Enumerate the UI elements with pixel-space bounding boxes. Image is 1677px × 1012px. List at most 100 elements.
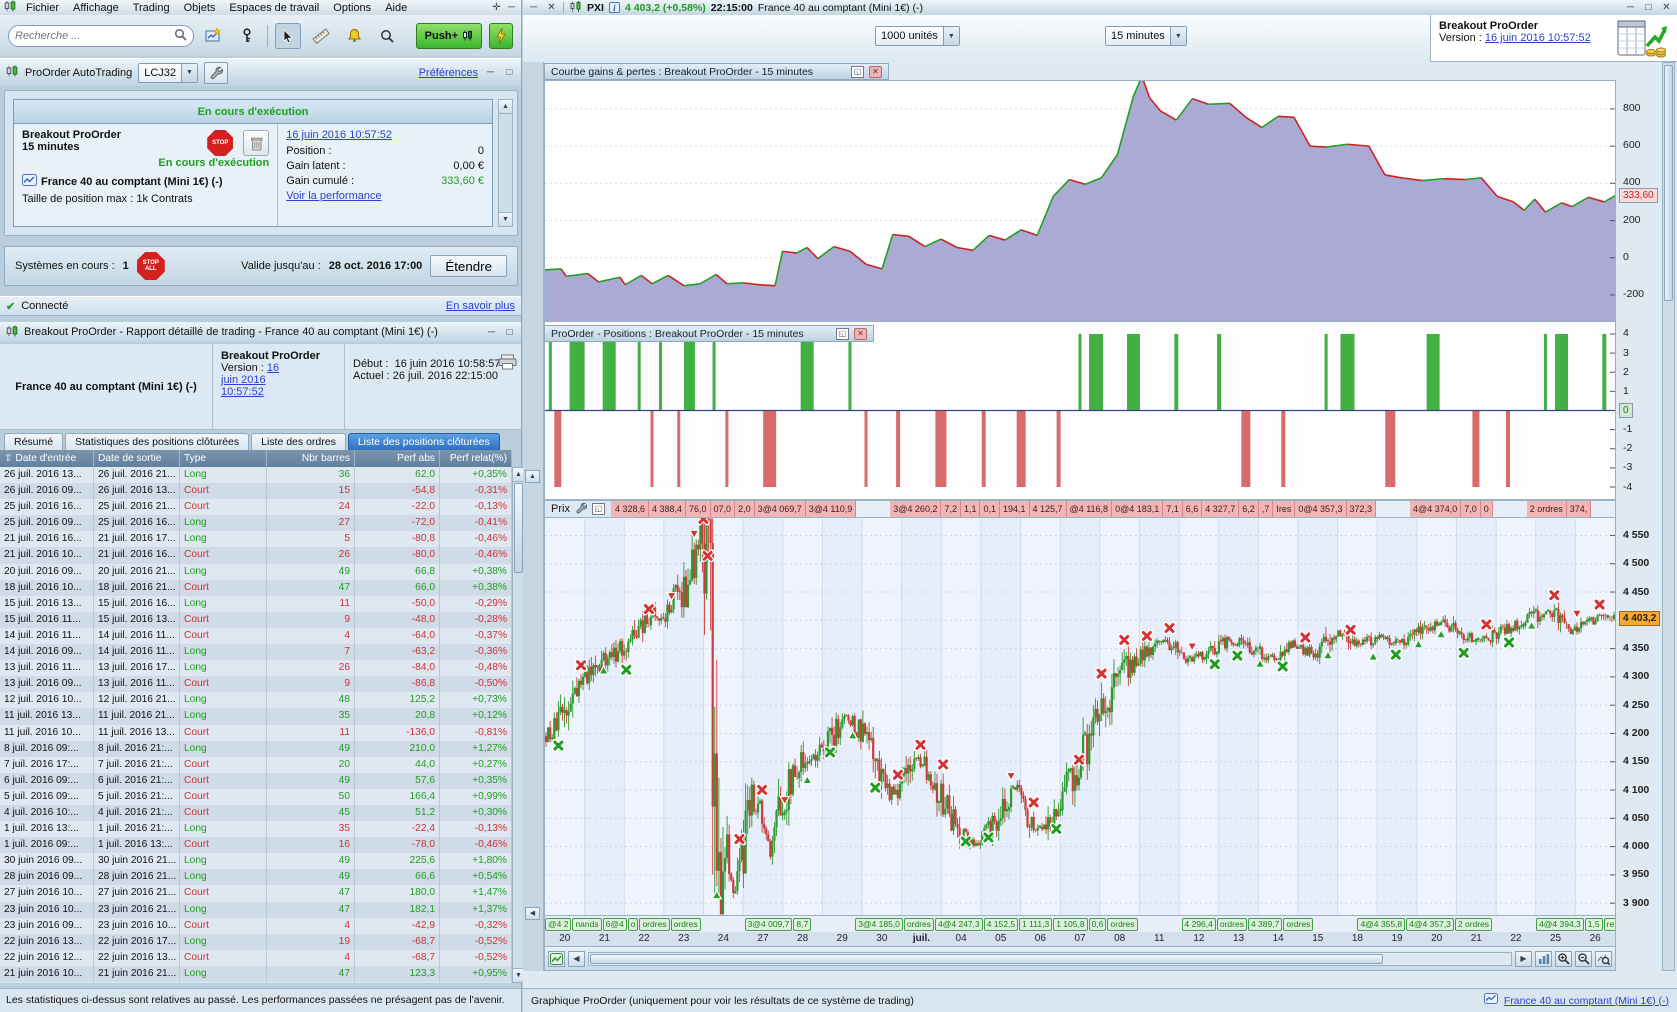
table-row[interactable]: 22 juin 2016 12... 22 juin 2016 13... Cour… [0, 949, 512, 966]
table-row[interactable]: 15 juil. 2016 11... 15 juil. 2016 13... Co… [0, 611, 512, 628]
maximize-icon[interactable]: □ [506, 326, 513, 338]
zoom-chart-icon[interactable] [1595, 950, 1612, 967]
minimize-icon[interactable]: ─ [486, 67, 495, 78]
extend-button[interactable]: Étendre [430, 255, 507, 277]
report-icon[interactable] [1617, 20, 1669, 58]
minimize-icon[interactable]: ─ [487, 326, 496, 338]
timeframe-selector[interactable]: 15 minutes ▼ [1105, 26, 1187, 46]
learn-more-link[interactable]: En savoir plus [445, 300, 515, 312]
column-header-2[interactable]: Type [180, 450, 267, 467]
instant-order-button[interactable] [489, 22, 513, 49]
maximize-icon[interactable]: □ [1645, 2, 1652, 13]
table-row[interactable]: 8 juil. 2016 09:... 8 juil. 2016 21:... Lo… [0, 740, 512, 757]
bar-chart-icon[interactable] [1535, 950, 1552, 967]
table-row[interactable]: 11 juil. 2016 13... 11 juil. 2016 21... Lo… [0, 708, 512, 725]
search-box[interactable] [8, 24, 194, 47]
table-row[interactable]: 13 juil. 2016 09... 13 juil. 2016 11... Co… [0, 676, 512, 693]
search-icon[interactable] [174, 28, 187, 44]
delete-system-button[interactable] [243, 130, 270, 156]
print-icon[interactable] [498, 354, 517, 373]
minimize-icon[interactable]: ─ [1626, 2, 1635, 13]
table-row[interactable]: 26 juil. 2016 13... 26 juil. 2016 21... Lo… [0, 467, 512, 484]
table-row[interactable]: 26 juil. 2016 09... 26 juil. 2016 13... Co… [0, 483, 512, 500]
collapse-left-icon[interactable]: ◀ [525, 907, 540, 920]
column-header-5[interactable]: Perf relat(%) [440, 450, 512, 467]
minimize-icon[interactable]: ─ [529, 2, 538, 13]
scroll-left-icon[interactable]: ◀ [568, 950, 585, 967]
cursor-tool-icon[interactable] [275, 22, 301, 49]
menu-aide[interactable]: Aide [385, 1, 408, 14]
table-row[interactable]: 22 juin 2016 13... 22 juin 2016 17... Long… [0, 933, 512, 950]
stop-system-button[interactable]: STOP [207, 130, 234, 156]
scrollbar-thumb[interactable] [1664, 65, 1673, 301]
menu-options[interactable]: Options [333, 1, 372, 14]
panel-scrollbar[interactable]: ▲ ▼ [498, 99, 513, 227]
table-row[interactable]: 28 juin 2016 09... 28 juin 2016 21... Long… [0, 869, 512, 886]
column-header-3[interactable]: Nbr barres [267, 450, 355, 467]
code-selector[interactable]: LCJ32 ▼ [138, 62, 198, 83]
table-row[interactable]: 14 juil. 2016 09... 14 juil. 2016 11... Lo… [0, 644, 512, 661]
alert-bell-icon[interactable] [341, 23, 367, 49]
push-button[interactable]: Push+ [415, 22, 482, 49]
version-link-2[interactable]: juin 2016 [221, 374, 266, 386]
zoom-out-icon[interactable] [1575, 950, 1592, 967]
tab-2[interactable]: Liste des ordres [251, 433, 346, 450]
search-input[interactable] [15, 29, 174, 42]
version-link-1[interactable]: 16 [266, 362, 280, 374]
table-row[interactable]: 4 juil. 2016 10:... 4 juil. 2016 21:... Co… [0, 804, 512, 822]
table-row[interactable]: 23 juin 2016 10... 23 juin 2016 21... Long… [0, 901, 512, 918]
scroll-down-icon[interactable]: ▼ [513, 968, 524, 982]
collapse-up-icon[interactable]: ▲ [525, 470, 540, 483]
menu-objets[interactable]: Objets [183, 1, 216, 14]
new-chart-icon[interactable] [201, 23, 227, 49]
chart-options-icon[interactable] [548, 950, 565, 967]
price-chart[interactable] [544, 518, 1616, 916]
drawing-ruler-icon[interactable] [308, 23, 334, 49]
table-row[interactable]: 7 juil. 2016 17:... 7 juil. 2016 21:... Co… [0, 756, 512, 773]
start-date-link[interactable]: 16 juin 2016 10:57:52 [286, 129, 393, 141]
table-row[interactable]: 30 juin 2016 09... 30 juin 2016 21... Long… [0, 853, 512, 870]
menu-fichier[interactable]: Fichier [26, 1, 60, 14]
key-icon[interactable] [234, 23, 260, 49]
table-row[interactable]: 5 juil. 2016 09:... 5 juil. 2016 21:... Co… [0, 788, 512, 805]
column-header-4[interactable]: Perf abs [355, 450, 440, 467]
performance-link[interactable]: Voir la performance [286, 190, 382, 202]
table-row[interactable]: 1 juil. 2016 09:... 1 juil. 2016 13:... Co… [0, 837, 512, 854]
table-row[interactable]: 1 juil. 2016 13:... 1 juil. 2016 21:... Lo… [0, 821, 512, 838]
status-instrument-link[interactable]: France 40 au comptant (Mini 1€) (-) [1503, 994, 1669, 1007]
close-icon[interactable]: ✕ [869, 65, 882, 78]
close-icon[interactable]: ✕ [854, 327, 867, 340]
table-row[interactable]: 14 juil. 2016 11... 14 juil. 2016 11... Co… [0, 627, 512, 645]
column-header-1[interactable]: Date de sortie [94, 450, 180, 467]
settings-wrench-icon[interactable] [204, 61, 228, 84]
table-row[interactable]: 13 juil. 2016 11... 13 juil. 2016 17... Lo… [0, 660, 512, 677]
close-icon[interactable]: ✕ [1662, 2, 1671, 13]
minimize-icon[interactable]: ─ [507, 2, 516, 13]
close-icon[interactable]: ✕ [547, 2, 556, 13]
table-row[interactable]: 25 juil. 2016 16... 25 juil. 2016 21... Co… [0, 499, 512, 516]
vertical-scrollbar[interactable] [1662, 62, 1675, 971]
stop-all-button[interactable]: STOP ALL [136, 252, 165, 280]
scrollbar-thumb[interactable] [590, 953, 1383, 964]
info-version-link[interactable]: 16 juin 2016 10:57:52 [1484, 32, 1591, 44]
popout-icon[interactable]: ◱ [851, 65, 864, 78]
table-row[interactable]: 21 juil. 2016 10... 21 juil. 2016 16... Co… [0, 547, 512, 564]
pin-icon[interactable]: ✛ [492, 2, 501, 13]
tab-1[interactable]: Statistiques des positions clôturées [65, 433, 250, 450]
tab-0[interactable]: Résumé [4, 433, 64, 450]
version-link-3[interactable]: 10:57:52 [221, 386, 264, 398]
table-row[interactable]: 11 juil. 2016 10... 11 juil. 2016 13... Co… [0, 724, 512, 741]
table-row[interactable]: 21 juil. 2016 16... 21 juil. 2016 17... Lo… [0, 531, 512, 548]
tab-3[interactable]: Liste des positions clôturées [347, 433, 500, 450]
scroll-up-icon[interactable]: ▲ [499, 100, 512, 114]
table-row[interactable]: 27 juin 2016 10... 27 juin 2016 21... Cour… [0, 885, 512, 902]
popout-icon[interactable]: ◱ [836, 327, 849, 340]
menu-trading[interactable]: Trading [132, 1, 170, 14]
zoom-in-icon[interactable] [1555, 950, 1572, 967]
maximize-icon[interactable]: □ [506, 67, 513, 78]
table-row[interactable]: 15 juil. 2016 13... 15 juil. 2016 16... Lo… [0, 595, 512, 612]
table-row[interactable]: 6 juil. 2016 09:... 6 juil. 2016 21:... Co… [0, 772, 512, 789]
preferences-link[interactable]: Préférences [418, 66, 478, 79]
table-row[interactable]: 21 juin 2016 10... 21 juin 2016 21... Long… [0, 965, 512, 982]
scroll-right-icon[interactable]: ▶ [1515, 950, 1532, 967]
